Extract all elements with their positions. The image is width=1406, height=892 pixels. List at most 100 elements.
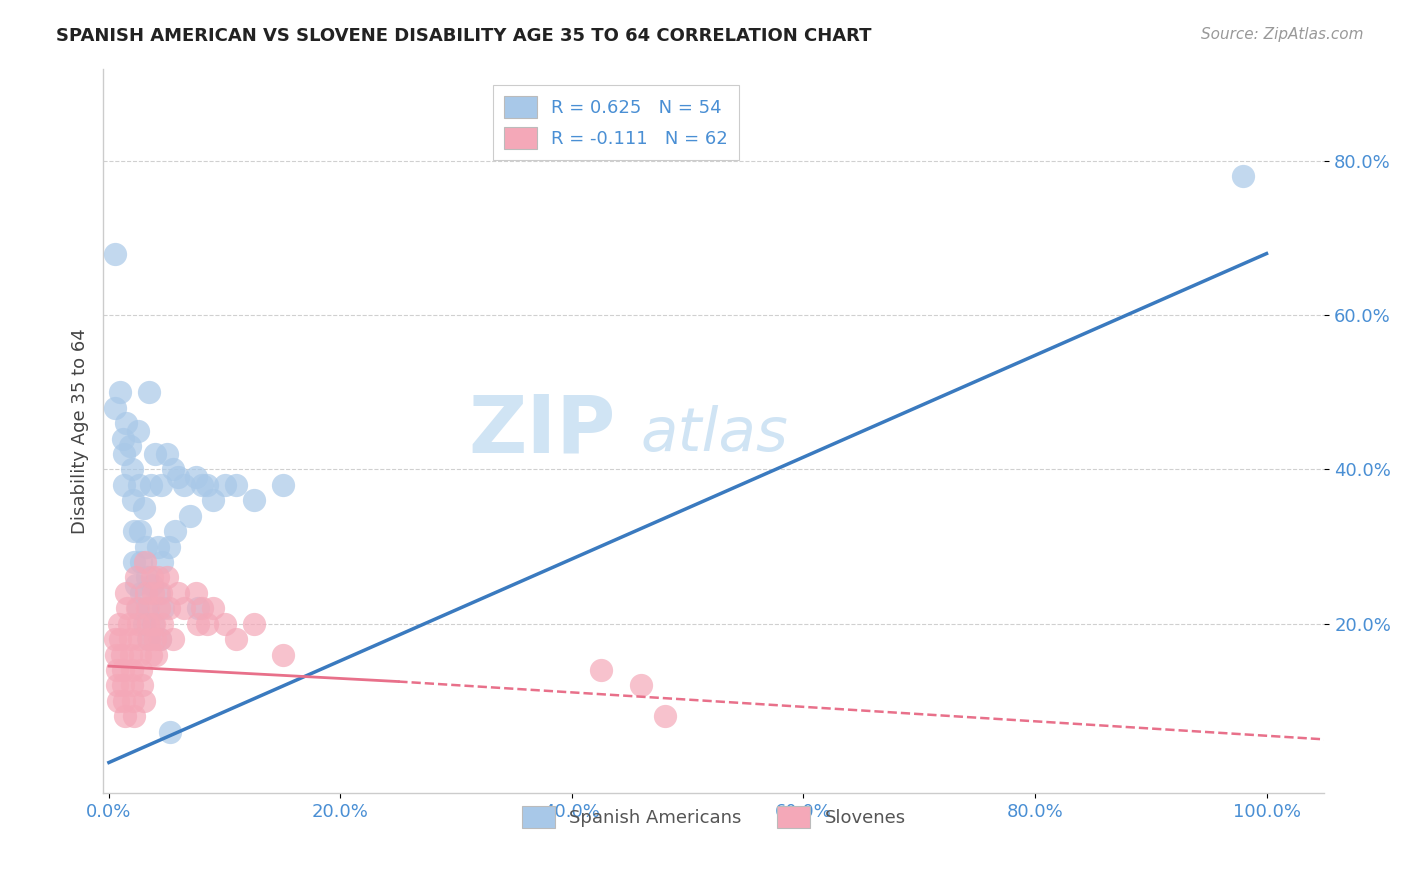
Point xyxy=(589,663,612,677)
Point xyxy=(135,540,157,554)
Point xyxy=(136,601,159,615)
Point xyxy=(143,632,166,647)
Point xyxy=(108,616,131,631)
Point xyxy=(128,478,150,492)
Point xyxy=(143,447,166,461)
Point xyxy=(124,555,146,569)
Point xyxy=(120,648,142,662)
Point xyxy=(110,385,132,400)
Point xyxy=(146,540,169,554)
Point xyxy=(163,524,186,538)
Point xyxy=(131,586,153,600)
Point xyxy=(187,601,209,615)
Point xyxy=(127,616,149,631)
Point xyxy=(104,401,127,415)
Point xyxy=(195,478,218,492)
Point xyxy=(136,616,159,631)
Legend: Spanish Americans, Slovenes: Spanish Americans, Slovenes xyxy=(515,798,912,835)
Point xyxy=(167,586,190,600)
Point xyxy=(630,678,652,692)
Point xyxy=(141,578,163,592)
Point xyxy=(157,540,180,554)
Point xyxy=(167,470,190,484)
Point xyxy=(149,632,172,647)
Point xyxy=(124,524,146,538)
Point xyxy=(115,586,138,600)
Point xyxy=(152,601,174,615)
Point xyxy=(156,570,179,584)
Text: Source: ZipAtlas.com: Source: ZipAtlas.com xyxy=(1201,27,1364,42)
Point xyxy=(242,493,264,508)
Point xyxy=(114,709,136,723)
Point xyxy=(124,709,146,723)
Point xyxy=(150,616,173,631)
Text: ZIP: ZIP xyxy=(468,392,616,470)
Point xyxy=(159,724,181,739)
Point xyxy=(654,709,676,723)
Point xyxy=(139,648,162,662)
Point xyxy=(148,586,170,600)
Point xyxy=(1232,169,1254,184)
Point xyxy=(111,648,134,662)
Point xyxy=(122,694,145,708)
Point xyxy=(132,694,155,708)
Point xyxy=(111,678,134,692)
Point xyxy=(157,601,180,615)
Point xyxy=(118,439,141,453)
Point xyxy=(149,632,172,647)
Point xyxy=(112,694,135,708)
Point xyxy=(132,501,155,516)
Point xyxy=(184,470,207,484)
Point xyxy=(142,586,165,600)
Point xyxy=(112,447,135,461)
Point xyxy=(135,586,157,600)
Point xyxy=(136,601,159,615)
Point xyxy=(129,648,152,662)
Point xyxy=(131,678,153,692)
Point xyxy=(131,555,153,569)
Point xyxy=(150,555,173,569)
Point xyxy=(179,508,201,523)
Point xyxy=(190,478,212,492)
Point xyxy=(173,601,195,615)
Point xyxy=(107,694,129,708)
Text: atlas: atlas xyxy=(641,405,789,464)
Point xyxy=(132,616,155,631)
Point xyxy=(121,678,143,692)
Point xyxy=(150,478,173,492)
Point xyxy=(146,570,169,584)
Point xyxy=(136,570,159,584)
Point xyxy=(111,432,134,446)
Point xyxy=(121,663,143,677)
Point xyxy=(141,570,163,584)
Point xyxy=(111,663,134,677)
Point xyxy=(202,601,225,615)
Point xyxy=(104,246,127,260)
Point xyxy=(187,616,209,631)
Point xyxy=(173,478,195,492)
Point xyxy=(115,416,138,430)
Point xyxy=(156,447,179,461)
Point xyxy=(110,632,132,647)
Point xyxy=(195,616,218,631)
Point xyxy=(139,478,162,492)
Point xyxy=(134,555,156,569)
Point xyxy=(112,478,135,492)
Point xyxy=(150,586,173,600)
Point xyxy=(162,632,184,647)
Point xyxy=(271,648,294,662)
Point xyxy=(190,601,212,615)
Point xyxy=(104,648,127,662)
Point xyxy=(127,601,149,615)
Point xyxy=(271,478,294,492)
Point xyxy=(129,524,152,538)
Point xyxy=(117,601,139,615)
Point xyxy=(124,578,146,592)
Point xyxy=(118,632,141,647)
Point xyxy=(117,616,139,631)
Point xyxy=(184,586,207,600)
Point xyxy=(145,648,167,662)
Point xyxy=(136,632,159,647)
Point xyxy=(162,462,184,476)
Point xyxy=(104,632,127,647)
